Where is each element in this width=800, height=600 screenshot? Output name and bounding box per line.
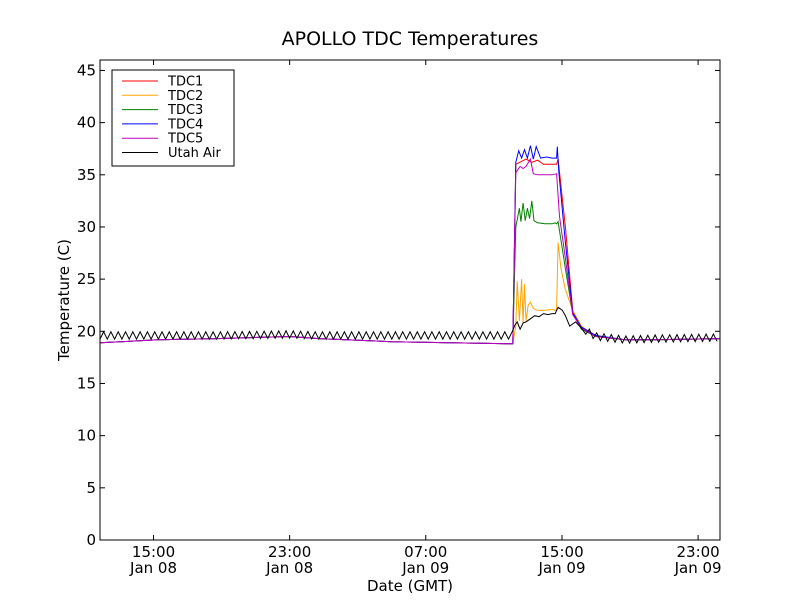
legend-label-5: TDC5 — [167, 132, 203, 147]
legend-label-6: Utah Air — [168, 146, 221, 161]
y-tick-label: 35 — [77, 166, 96, 184]
plot-frame — [99, 59, 721, 541]
legend-frame — [111, 69, 235, 167]
x-tick-label-time: 23:00 — [268, 543, 311, 561]
y-tick-label: 45 — [77, 61, 96, 79]
x-tick-label-date: Jan 09 — [674, 559, 722, 577]
y-tick-label: 10 — [77, 427, 96, 445]
y-tick-label: 40 — [77, 114, 96, 132]
y-tick-label: 15 — [77, 374, 96, 392]
y-tick-label: 5 — [86, 479, 96, 497]
x-tick-label-date: Jan 08 — [265, 559, 313, 577]
x-tick-label-time: 07:00 — [404, 543, 447, 561]
legend-label-2: TDC2 — [167, 89, 203, 104]
chart-title: APOLLO TDC Temperatures — [282, 28, 539, 50]
x-tick-label-date: Jan 08 — [129, 559, 177, 577]
y-tick-label: 25 — [77, 270, 96, 288]
x-tick-label-date: Jan 09 — [538, 559, 586, 577]
y-tick-label: 30 — [77, 218, 96, 236]
series-layer — [100, 144, 720, 345]
x-tick-label-time: 15:00 — [540, 543, 583, 561]
series-line-6 — [100, 306, 718, 345]
x-axis-label: Date (GMT) — [367, 577, 453, 595]
y-axis-label: Temperature (C) — [55, 239, 73, 362]
legend-label-1: TDC1 — [167, 75, 203, 90]
x-tick-label-date: Jan 09 — [401, 559, 449, 577]
y-tick-label: 0 — [86, 531, 96, 549]
legend-label-4: TDC4 — [167, 117, 203, 132]
y-tick-label: 20 — [77, 322, 96, 340]
x-tick-label-time: 23:00 — [677, 543, 720, 561]
legend-label-3: TDC3 — [167, 103, 203, 118]
x-tick-label-time: 15:00 — [132, 543, 175, 561]
